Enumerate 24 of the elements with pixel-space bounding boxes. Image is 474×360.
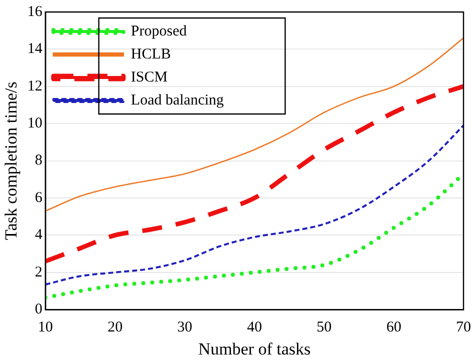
y-tick-label: 0 [34, 302, 42, 318]
line-series [45, 37, 464, 212]
x-tick-label: 20 [108, 320, 123, 336]
y-tick-label: 8 [34, 152, 42, 169]
legend-label: Load balancing [130, 92, 224, 108]
x-tick-label: 30 [177, 320, 192, 336]
legend-label: Proposed [130, 23, 188, 40]
y-tick-label: 14 [27, 41, 43, 58]
x-axis-title: Number of tasks [198, 339, 311, 358]
y-tick-label: 6 [34, 190, 43, 206]
legend-label: ISCM [130, 69, 168, 86]
y-tick-label: 10 [27, 116, 42, 132]
x-tick-label: 60 [386, 320, 402, 336]
line-series [45, 124, 464, 286]
x-tick-label: 40 [246, 320, 262, 336]
y-tick-label: 12 [27, 78, 42, 94]
y-axis-title: Task completion time/s [2, 82, 21, 240]
y-tick-label: 16 [27, 4, 43, 20]
line-series [45, 84, 464, 264]
x-tick-label: 50 [316, 320, 332, 336]
y-tick-label: 4 [34, 227, 43, 244]
legend-label: HCLB [130, 46, 171, 62]
y-tick-label: 2 [34, 264, 42, 280]
x-tick-label: 70 [456, 320, 471, 336]
